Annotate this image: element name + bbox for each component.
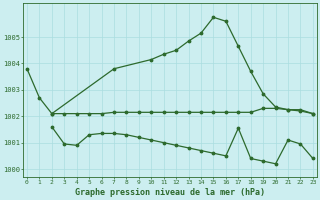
X-axis label: Graphe pression niveau de la mer (hPa): Graphe pression niveau de la mer (hPa) <box>75 188 265 197</box>
